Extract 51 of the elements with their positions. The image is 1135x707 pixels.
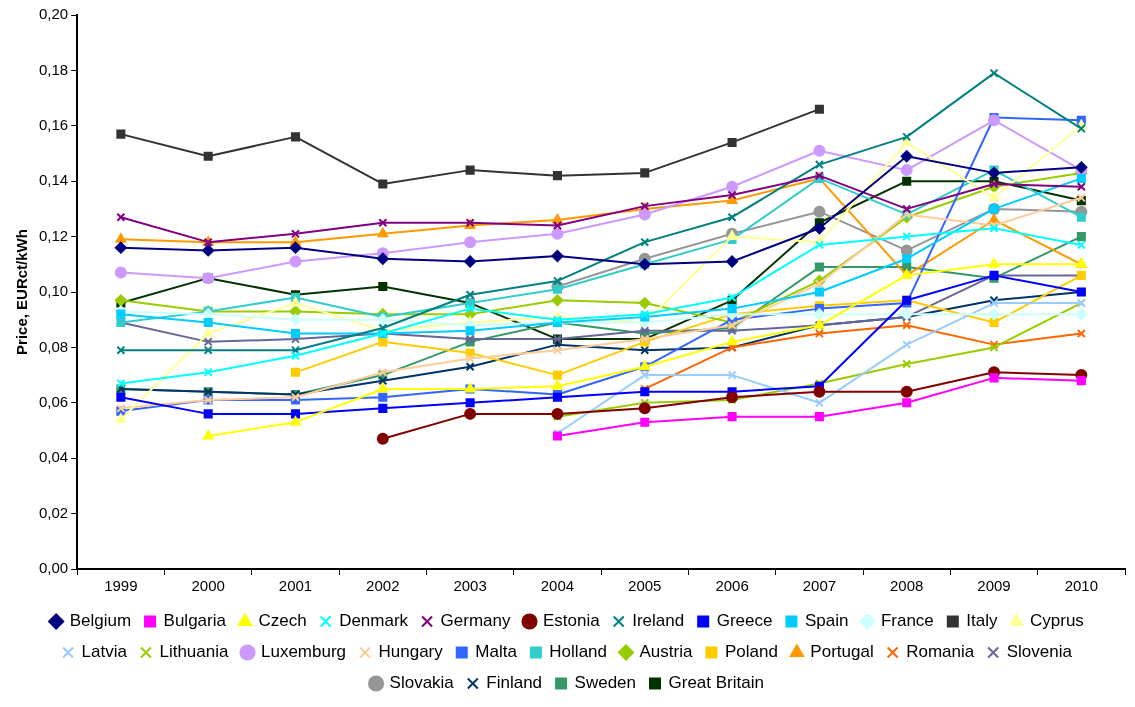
legend-label: Malta [475, 642, 518, 662]
legend-label: Romania [906, 642, 975, 662]
y-axis-title: Price, EURct/kWh [13, 229, 31, 355]
legend-label: Ireland [632, 611, 685, 631]
y-tick-label: 0,08 [38, 337, 69, 355]
legend-label: Lithuania [159, 642, 230, 662]
legend-label: Estonia [543, 611, 601, 631]
x-tick-label: 2002 [366, 577, 400, 595]
y-tick-label: 0,20 [38, 5, 69, 23]
legend-label: Sweden [574, 673, 637, 693]
legend-label: Greece [716, 611, 773, 631]
legend-label: Luxemburg [260, 642, 347, 662]
x-tick-label: 2007 [802, 577, 837, 595]
y-tick-label: 0,00 [38, 559, 69, 577]
x-tick-label: 2004 [540, 577, 575, 595]
y-tick-label: 0,06 [38, 392, 69, 410]
legend-label: Great Britain [668, 673, 764, 693]
legend-label: Spain [804, 611, 849, 631]
y-tick-label: 0,14 [38, 171, 69, 189]
x-tick-label: 2005 [628, 577, 662, 595]
x-tick-label: 2008 [890, 577, 924, 595]
x-tick-label: 2003 [453, 577, 487, 595]
legend-label: Cyprus [1030, 611, 1084, 631]
x-tick-label: 2006 [715, 577, 749, 595]
legend-label: Poland [724, 642, 778, 662]
y-tick-label: 0,02 [38, 503, 69, 521]
legend-label: Slovenia [1006, 642, 1073, 662]
legend-label: Belgium [69, 611, 132, 631]
legend-label: Germany [440, 611, 511, 631]
legend-label: Holland [549, 642, 607, 662]
x-tick-label: 2010 [1064, 577, 1099, 595]
legend-label: Bulgaria [163, 611, 227, 631]
legend-label: Denmark [339, 611, 409, 631]
legend-label: Portugal [810, 642, 874, 662]
x-tick-label: 2000 [191, 577, 225, 595]
y-tick-label: 0,16 [38, 115, 69, 133]
x-tick-label: 1999 [104, 577, 138, 595]
x-tick-label: 2009 [977, 577, 1011, 595]
legend-label: Hungary [378, 642, 444, 662]
legend-label: Czech [258, 611, 307, 631]
y-tick-label: 0,10 [38, 282, 69, 300]
legend-label: Austria [639, 642, 693, 662]
y-tick-label: 0,04 [38, 448, 69, 466]
y-tick-label: 0,12 [38, 226, 69, 244]
legend-label: Slovakia [389, 673, 455, 693]
y-tick-label: 0,18 [38, 60, 69, 78]
legend-label: Italy [966, 611, 998, 631]
legend-label: France [880, 611, 934, 631]
legend-label: Finland [486, 673, 543, 693]
legend-label: Latvia [81, 642, 128, 662]
x-tick-label: 2001 [278, 577, 313, 595]
